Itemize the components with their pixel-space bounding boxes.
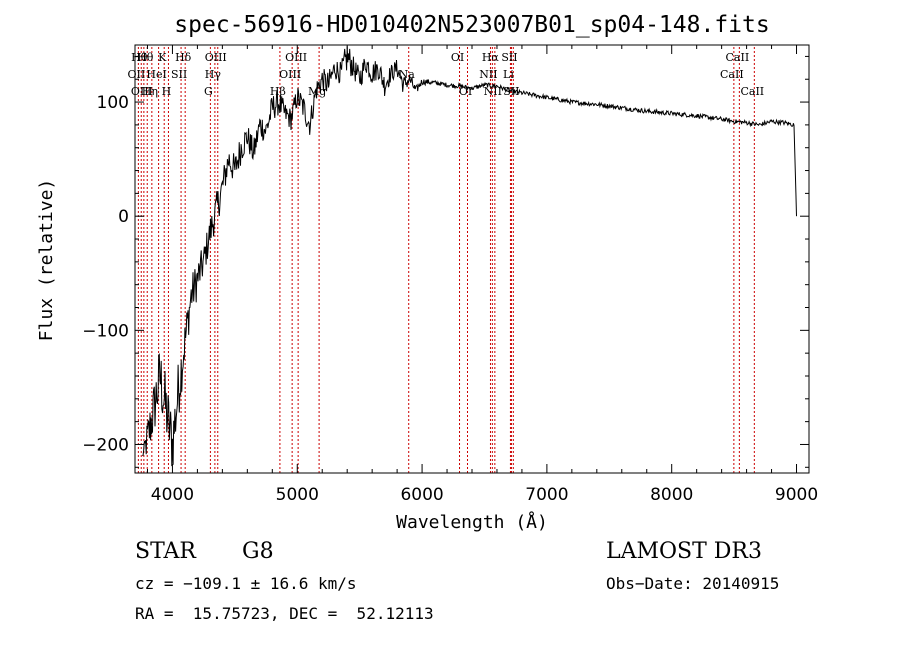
- line-label: OIII: [205, 51, 227, 64]
- line-label: Hα: [482, 51, 500, 64]
- chart-title: spec-56916-HD010402N523007B01_sp04-148.f…: [174, 12, 769, 38]
- line-label: Na: [399, 68, 416, 81]
- sky-coordinates: RA = 15.75723, DEC = 52.12113: [135, 604, 434, 623]
- y-axis-label: Flux (relative): [36, 179, 57, 342]
- line-label: OIII: [131, 85, 153, 98]
- x-tick-label: 5000: [276, 485, 319, 505]
- line-label: OI: [451, 51, 464, 64]
- y-tick-label: 0: [118, 207, 129, 227]
- line-label: OIII: [279, 68, 301, 81]
- redshift-cz: cz = −109.1 ± 16.6 km/s: [135, 574, 357, 593]
- x-tick-label: 6000: [400, 485, 443, 505]
- line-label: HeI: [146, 68, 166, 81]
- line-label: Hθ: [137, 51, 154, 64]
- survey-name: LAMOST DR3: [606, 539, 762, 564]
- line-label: Hβ: [270, 85, 286, 98]
- spectral-line-labels: HθOIIOIIIHθHηHeIKHSIIHδGHγOIIIHβOIIIOIII…: [128, 51, 765, 98]
- line-label: Hγ: [205, 68, 222, 81]
- line-label: OIII: [285, 51, 307, 64]
- line-label: NII: [484, 85, 502, 98]
- line-label: CaII: [740, 85, 764, 98]
- line-label: OII: [128, 68, 146, 81]
- y-tick-label: −200: [82, 435, 129, 455]
- line-label: G: [204, 85, 213, 98]
- object-class: STAR: [135, 539, 196, 564]
- line-label: CaII: [726, 51, 750, 64]
- object-subclass: G8: [242, 539, 274, 564]
- line-label: NII: [479, 68, 497, 81]
- spectrum-series-line: [142, 46, 797, 467]
- y-axis: −200 −100 0 100: [82, 55, 809, 468]
- line-label: H: [162, 85, 172, 98]
- line-label: Li: [503, 68, 514, 81]
- line-label: K: [158, 51, 167, 64]
- x-tick-label: 8000: [650, 485, 693, 505]
- line-label: SII: [171, 68, 187, 81]
- observation-date: Obs−Date: 20140915: [606, 574, 780, 593]
- spectral-line-markers: [137, 47, 755, 473]
- y-tick-label: −100: [82, 321, 129, 341]
- x-tick-label: 7000: [525, 485, 568, 505]
- x-axis-label: Wavelength (Å): [396, 511, 548, 533]
- line-label: CaII: [720, 68, 744, 81]
- x-axis: 4000 5000 6000 7000 8000 9000: [146, 45, 818, 505]
- y-tick-label: 100: [97, 93, 129, 113]
- line-label: SII: [501, 51, 517, 64]
- x-tick-label: 9000: [775, 485, 818, 505]
- line-label: Hη: [142, 85, 158, 98]
- plot-frame: [134, 44, 810, 474]
- x-tick-label: 4000: [151, 485, 194, 505]
- line-label: Hδ: [175, 51, 192, 64]
